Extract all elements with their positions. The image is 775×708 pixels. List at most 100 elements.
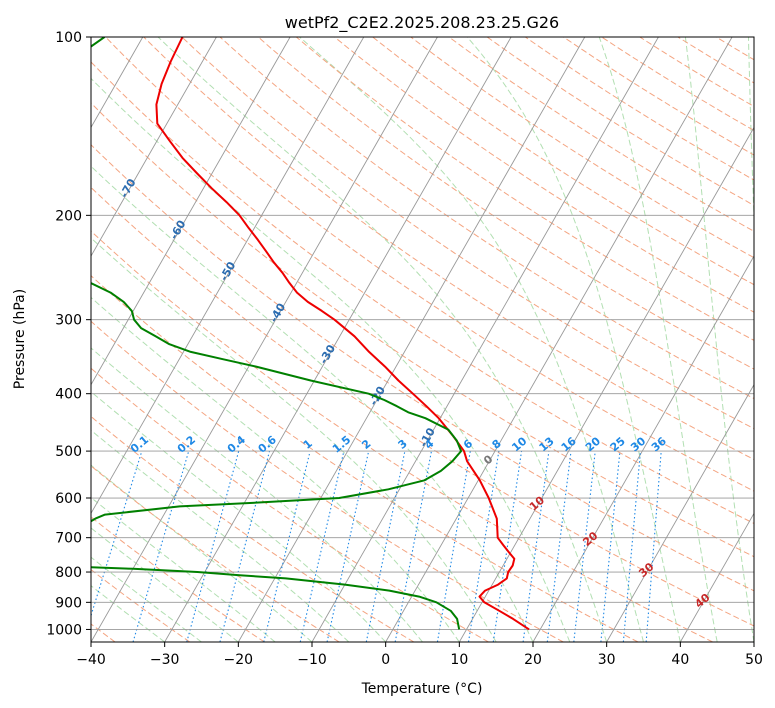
isotherm-line <box>237 37 586 642</box>
dry-adiabat-line <box>91 275 639 642</box>
mixing-ratio-label: 0.1 <box>128 433 151 455</box>
x-tick-label: −30 <box>150 652 180 668</box>
mixing-ratio-line <box>219 450 271 642</box>
mixing-ratio-line <box>263 450 311 642</box>
mixing-ratio-line <box>299 450 345 642</box>
x-axis-ticks: −40 −30 −20 −10 0 10 20 30 40 50 <box>76 642 763 668</box>
overlay-labels: -100-90-80-70-60-50-40-30-20-100.10.20.4… <box>117 176 712 611</box>
x-tick-label: −20 <box>224 652 254 668</box>
isotherm-label: -60 <box>167 218 188 242</box>
isotherm-line <box>385 37 733 642</box>
dry-adiabat-line <box>295 37 754 341</box>
moist-adiabat-line <box>91 347 423 642</box>
dry-adiabat-line <box>372 37 754 286</box>
mixing-ratio-line <box>522 451 550 642</box>
plot-frame <box>90 36 755 643</box>
mixing-ratio-line <box>436 451 471 642</box>
x-tick-label: 10 <box>450 652 468 668</box>
moist-adiabat-line <box>91 556 202 642</box>
y-tick-label: 200 <box>55 208 82 224</box>
y-axis-label: Pressure (hPa) <box>12 289 28 389</box>
dry-adiabat-line <box>91 61 754 524</box>
dry-adiabat-line <box>448 37 754 232</box>
temperature-label: 10 <box>527 493 547 513</box>
isotherm-line <box>164 37 512 642</box>
mixing-ratio-lines <box>91 450 662 642</box>
moist-adiabat-line <box>91 237 497 642</box>
temperature-label: 40 <box>692 591 712 611</box>
temperature-label: 0 <box>481 452 495 467</box>
y-tick-label: 900 <box>55 595 82 611</box>
moist-adiabat-line <box>91 527 239 642</box>
mixing-ratio-line <box>645 451 662 642</box>
moist-adiabat-line <box>91 429 350 642</box>
dry-adiabat-line <box>677 37 754 84</box>
moist-adiabat-line <box>748 37 754 227</box>
isotherm-line <box>91 37 438 642</box>
mixing-ratio-line <box>492 451 523 642</box>
dry-adiabat-line <box>105 37 754 492</box>
isotherm-line <box>0 37 69 642</box>
isotherm-line <box>311 37 659 642</box>
temperature-label: 30 <box>636 560 656 580</box>
sounding-series <box>91 37 530 631</box>
isotherm-label: -40 <box>267 301 288 325</box>
dewpoint-profile <box>91 37 463 630</box>
isotherms <box>0 37 754 642</box>
dry-adiabat-line <box>91 516 265 642</box>
isotherm-line <box>91 37 365 515</box>
dry-adiabat-line <box>91 144 754 592</box>
moist-adiabat-line <box>91 391 387 642</box>
dry-adiabat-line <box>91 415 415 642</box>
isotherm-line <box>753 641 754 642</box>
mixing-ratio-label: 3 <box>396 437 410 452</box>
mixing-ratio-line <box>467 451 500 642</box>
moist-adiabat-line <box>684 37 754 642</box>
y-tick-label: 300 <box>55 313 82 329</box>
moist-adiabats <box>91 37 754 642</box>
dry-adiabat-line <box>563 37 754 156</box>
isotherm-label: -30 <box>317 342 338 366</box>
x-tick-label: −10 <box>297 652 327 668</box>
moist-adiabat-line <box>466 37 681 642</box>
y-tick-label: 800 <box>55 565 82 581</box>
x-tick-label: 0 <box>381 652 390 668</box>
moist-adiabat-line <box>91 77 571 642</box>
x-tick-label: 20 <box>524 652 542 668</box>
isotherm-label: -50 <box>217 259 238 283</box>
dry-adiabat-line <box>91 367 489 642</box>
dry-adiabat-line <box>486 37 754 206</box>
moist-adiabat-line <box>299 37 644 642</box>
moist-adiabat-line <box>91 165 534 642</box>
dry-adiabat-line <box>181 37 754 430</box>
y-tick-label: 700 <box>55 531 82 547</box>
mixing-ratio-line <box>573 451 596 642</box>
x-tick-label: 50 <box>745 652 763 668</box>
pressure-gridlines <box>91 37 754 630</box>
mixing-ratio-label: 0.4 <box>225 433 249 456</box>
y-axis-ticks: 100 200 300 400 500 600 700 800 900 1000 <box>46 30 91 638</box>
x-tick-label: −40 <box>76 652 106 668</box>
isotherm-line <box>91 37 217 257</box>
y-tick-label: 1000 <box>46 622 82 638</box>
x-axis-label: Temperature (°C) <box>361 681 483 697</box>
x-tick-label: 30 <box>598 652 616 668</box>
moist-adiabat-line <box>91 296 460 642</box>
x-tick-label: 40 <box>671 652 689 668</box>
isotherm-line <box>91 37 291 386</box>
dry-adiabat-line <box>91 186 754 627</box>
temperature-profile <box>155 37 530 631</box>
dry-adiabats <box>91 37 754 642</box>
mixing-ratio-label: 0.2 <box>175 433 198 455</box>
mixing-ratio-line <box>186 450 240 642</box>
isotherm-label: -20 <box>367 384 388 408</box>
moist-adiabat-line <box>91 464 313 642</box>
plot-area: -100-90-80-70-60-50-40-30-20-100.10.20.4… <box>0 37 754 642</box>
dry-adiabat-line <box>219 37 754 400</box>
y-tick-label: 500 <box>55 444 82 460</box>
dry-adiabat-line <box>334 37 754 313</box>
isotherm-line <box>606 383 754 642</box>
moist-adiabat-line <box>91 496 276 642</box>
mixing-ratio-label: 2 <box>359 437 373 452</box>
dry-adiabat-line <box>91 230 713 642</box>
